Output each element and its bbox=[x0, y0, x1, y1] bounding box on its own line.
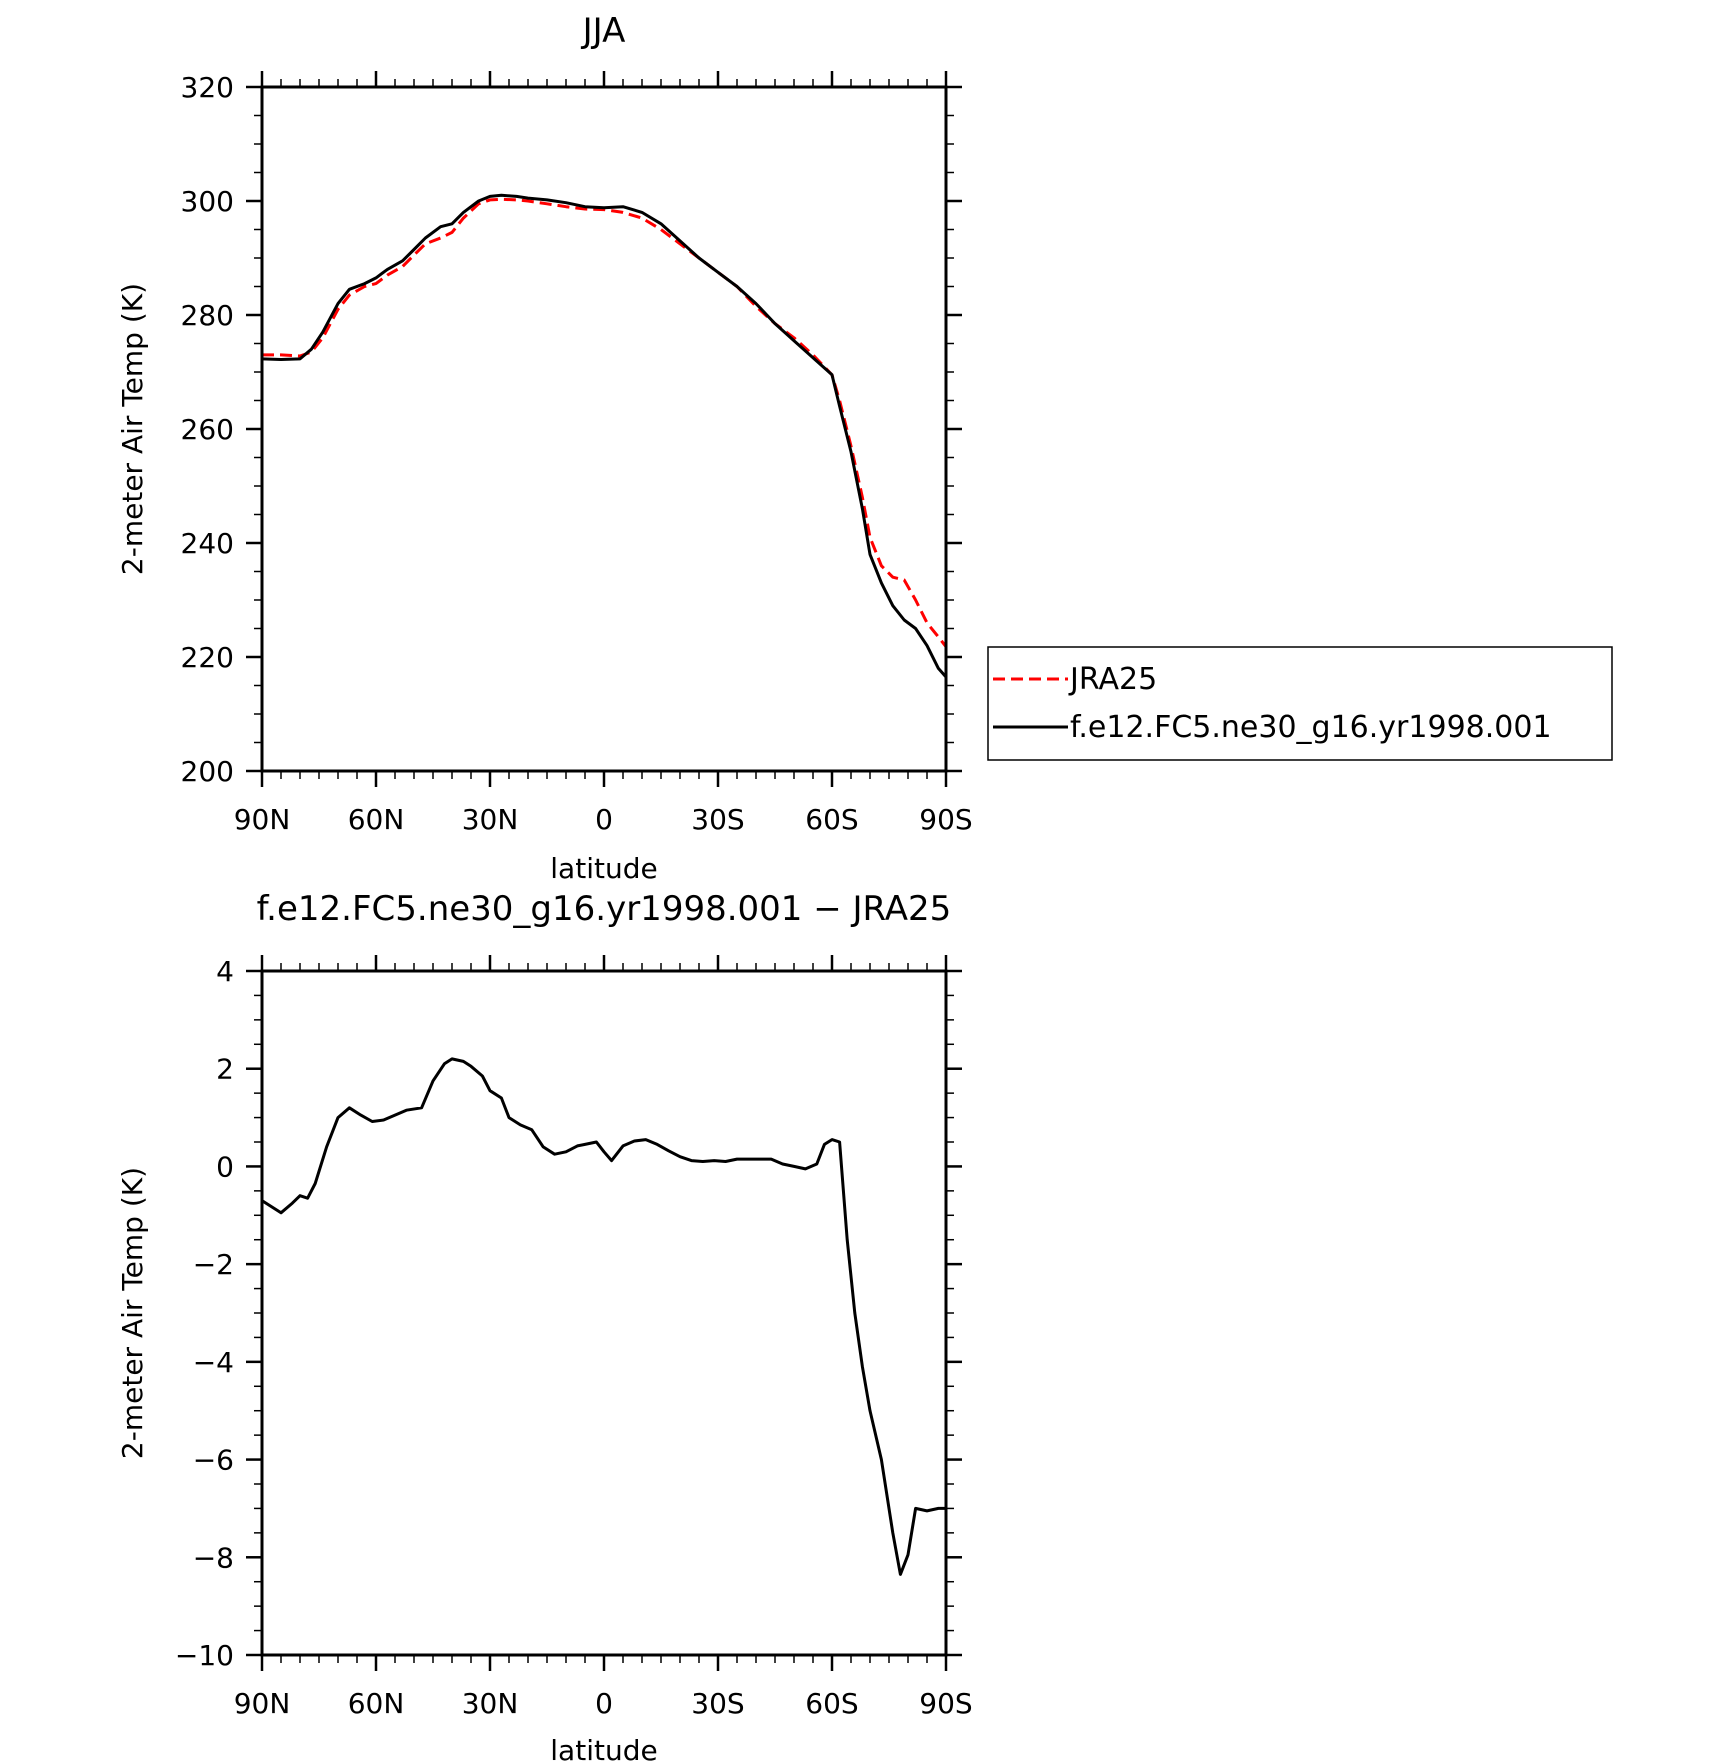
y-tick-label: 200 bbox=[181, 755, 234, 788]
x-tick-label: 60N bbox=[348, 1687, 405, 1720]
difference-x-axis-label: latitude bbox=[550, 1734, 657, 1762]
legend-box bbox=[987, 646, 1613, 761]
x-tick-label: 30N bbox=[462, 1687, 519, 1720]
x-tick-label: 90N bbox=[234, 1687, 291, 1720]
y-tick-label: 300 bbox=[181, 185, 234, 218]
y-tick-label: −2 bbox=[193, 1248, 234, 1281]
series-line-1 bbox=[261, 193, 948, 678]
y-tick-label: 2 bbox=[216, 1053, 234, 1086]
x-tick-labels: 90N 60N 30N 0 30S 60S 90S bbox=[234, 803, 973, 836]
difference-x-tick-labels: 90N 60N 30N 0 30S 60S 90S bbox=[234, 1687, 973, 1720]
legend: JRA25 f.e12.FC5.ne30_g16.yr1998.001 bbox=[987, 646, 1613, 761]
x-tick-label: 60N bbox=[348, 803, 405, 836]
plot-frame bbox=[260, 85, 948, 773]
series-group bbox=[261, 193, 948, 678]
y-tick-label: 0 bbox=[216, 1150, 234, 1183]
panel-bottom: f.e12.FC5.ne30_g16.yr1998.001 − JRA25 90… bbox=[116, 889, 973, 1762]
series-line-0 bbox=[262, 197, 948, 648]
difference-tick-marks bbox=[246, 955, 962, 1671]
difference-y-axis-label: 2-meter Air Temp (K) bbox=[116, 1167, 149, 1459]
difference-chart-title: f.e12.FC5.ne30_g16.yr1998.001 − JRA25 bbox=[257, 889, 952, 929]
difference-plot-frame bbox=[260, 969, 948, 1657]
x-tick-label: 60S bbox=[805, 1687, 858, 1720]
x-axis-label: latitude bbox=[550, 852, 657, 885]
x-tick-label: 90S bbox=[919, 1687, 972, 1720]
difference-y-tick-labels: −10 −8 −6 −4 −2 0 2 4 bbox=[175, 955, 234, 1672]
y-tick-label: 280 bbox=[181, 299, 234, 332]
y-axis-label: 2-meter Air Temp (K) bbox=[116, 283, 149, 575]
x-tick-label: 90S bbox=[919, 803, 972, 836]
x-tick-label: 30N bbox=[462, 803, 519, 836]
panel-top: JJA 90N 60N 30N 0 30S 60S 90S 200 220 240 260 280 3… bbox=[116, 11, 1613, 885]
x-tick-label: 30S bbox=[691, 1687, 744, 1720]
chart-title: JJA bbox=[581, 11, 626, 51]
difference-line-0 bbox=[261, 1057, 946, 1576]
x-tick-label: 0 bbox=[595, 803, 613, 836]
y-tick-label: −8 bbox=[193, 1541, 234, 1574]
x-tick-label: 30S bbox=[691, 803, 744, 836]
tick-marks bbox=[246, 71, 962, 787]
y-tick-label: −6 bbox=[193, 1444, 234, 1477]
x-tick-label: 60S bbox=[805, 803, 858, 836]
x-tick-label: 0 bbox=[595, 1687, 613, 1720]
y-tick-label: 4 bbox=[216, 955, 234, 988]
x-tick-label: 90N bbox=[234, 803, 291, 836]
y-tick-label: −4 bbox=[193, 1346, 234, 1379]
y-tick-label: 320 bbox=[181, 71, 234, 104]
legend-label-model: f.e12.FC5.ne30_g16.yr1998.001 bbox=[1070, 710, 1552, 745]
difference-series-group bbox=[261, 1057, 946, 1576]
legend-label-jra25: JRA25 bbox=[1068, 662, 1157, 697]
y-tick-label: 240 bbox=[181, 527, 234, 560]
y-tick-label: 220 bbox=[181, 641, 234, 674]
y-tick-label: 260 bbox=[181, 413, 234, 446]
y-tick-label: −10 bbox=[175, 1639, 234, 1672]
y-tick-labels: 200 220 240 260 280 300 320 bbox=[181, 71, 234, 788]
